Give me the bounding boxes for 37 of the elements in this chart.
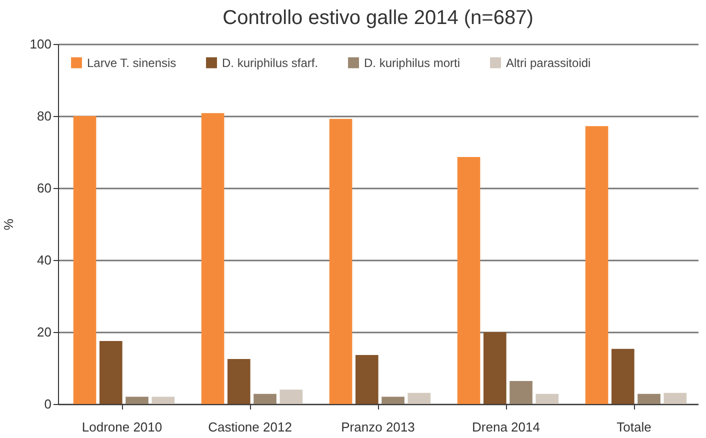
bar	[280, 390, 303, 404]
bar	[254, 394, 276, 404]
x-tick-label: Totale	[616, 420, 652, 434]
x-tick-label: Castione 2012	[208, 420, 292, 434]
bar	[638, 394, 660, 404]
y-axis-title: %	[0, 218, 16, 230]
bar	[585, 126, 608, 404]
bar	[73, 116, 96, 404]
bar	[536, 394, 559, 404]
chart-title: Controllo estivo galle 2014 (n=687)	[222, 7, 534, 29]
bar	[457, 157, 480, 404]
legend-label: Altri parassitoidi	[506, 56, 591, 70]
bar	[152, 396, 175, 404]
y-tick-label: 100	[30, 36, 52, 52]
y-tick-label: 80	[37, 108, 52, 124]
x-tick-label: Pranzo 2013	[341, 420, 415, 434]
y-tick-label: 40	[37, 252, 52, 268]
bar	[329, 118, 352, 404]
y-tick-label: 0	[44, 396, 52, 412]
x-tick-label: Lodrone 2010	[82, 420, 162, 434]
bar	[510, 380, 532, 404]
bar	[483, 332, 506, 404]
bar	[227, 359, 250, 404]
bar	[99, 341, 122, 404]
legend-label: Larve T. sinensis	[87, 56, 176, 70]
y-tick-label: 60	[37, 180, 52, 196]
legend-label: D. kuriphilus sfarf.	[222, 56, 318, 70]
bar	[382, 396, 404, 404]
bar	[664, 392, 687, 404]
x-tick-label: Drena 2014	[472, 420, 540, 434]
bar	[408, 392, 431, 404]
bar	[611, 348, 634, 404]
bar	[201, 113, 224, 404]
y-tick-label: 20	[37, 324, 52, 340]
legend-label: D. kuriphilus morti	[364, 56, 460, 70]
bar	[355, 355, 378, 404]
bar	[126, 396, 148, 404]
